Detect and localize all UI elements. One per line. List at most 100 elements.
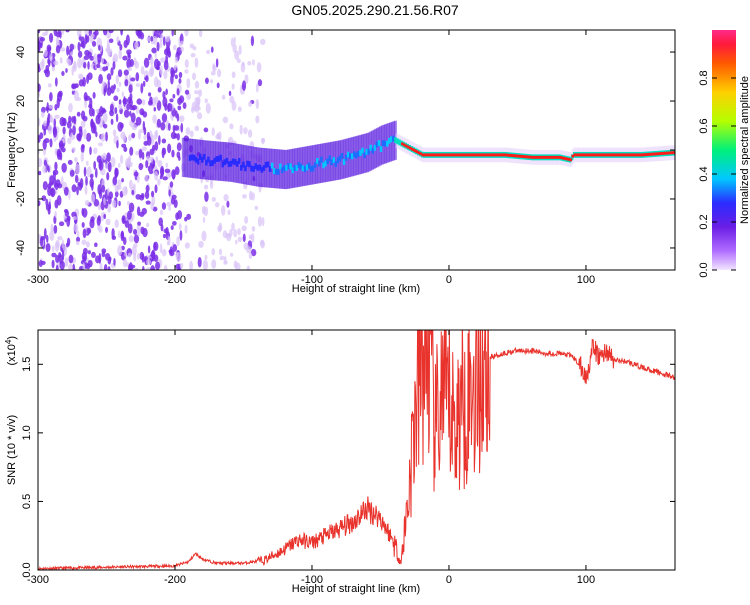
spectrogram-cell	[68, 102, 73, 113]
spectrogram-cell	[438, 153, 441, 157]
spectrogram-cell	[54, 161, 58, 171]
spectrogram-cell	[117, 162, 121, 168]
spectrogram-cell	[136, 252, 140, 260]
spectrogram-cell	[112, 129, 117, 137]
spectrogram-cell	[73, 60, 77, 69]
spectrogram-cell	[641, 153, 644, 157]
spectrogram-cell	[190, 52, 196, 58]
spectrogram-cell	[189, 260, 193, 270]
spectrogram-cell	[46, 44, 52, 52]
spectrogram-cell	[643, 153, 646, 157]
spectrogram-cell	[222, 116, 229, 124]
spectrogram-cell	[219, 141, 223, 181]
spectrogram-cell	[57, 235, 63, 241]
spectrogram-cell	[90, 216, 95, 223]
spectrogram-cell	[131, 104, 138, 111]
spectrogram-cell	[464, 153, 468, 157]
spectrogram-cell	[74, 83, 79, 89]
colorbar-tick-label: 0.2	[698, 214, 710, 229]
spectrogram-cell	[171, 30, 174, 37]
spectrogram-cell	[257, 79, 263, 87]
spectrogram-cell	[174, 56, 178, 64]
spectrogram-cell	[237, 236, 243, 243]
spectrogram-cell	[88, 104, 93, 109]
spectrogram-cell	[651, 152, 655, 156]
spectrogram-cell	[394, 137, 397, 144]
spectrogram-cell	[173, 44, 177, 51]
spectrogram-cell	[616, 153, 620, 157]
spectrogram-cell	[114, 219, 119, 228]
spectrogram-cell	[388, 137, 391, 144]
spectrogram-cell	[142, 265, 145, 270]
spectrogram-cell	[121, 143, 127, 148]
spectrogram-cell	[448, 153, 451, 157]
spectrogram-cell	[158, 135, 161, 146]
spectrogram-cell	[375, 128, 379, 168]
spectrogram-cell	[202, 216, 206, 224]
spectrogram-cell	[203, 153, 206, 160]
spectrogram-cell	[133, 234, 140, 244]
spectrogram-cell	[151, 249, 156, 259]
spectrogram-cell	[156, 118, 161, 128]
spectrogram-cell	[105, 131, 108, 142]
spectrogram-cell	[659, 152, 663, 155]
spectrogram-cell	[53, 60, 59, 66]
spectrogram-cell	[128, 235, 135, 243]
spectrogram-cell	[167, 143, 172, 154]
spectrogram-cell	[546, 155, 550, 159]
spectrogram-cell	[385, 140, 389, 147]
spectrogram-cell	[55, 264, 59, 270]
spectrogram-cell	[233, 158, 237, 165]
spectrogram-cell	[60, 47, 66, 52]
spectrogram-cell	[234, 50, 240, 61]
spectrogram-cell	[145, 160, 149, 169]
spectrogram-cell	[136, 224, 141, 231]
spectrogram-cell	[65, 68, 68, 73]
spectrogram-cell	[147, 100, 153, 106]
spectrogram-cell	[142, 80, 146, 87]
spectrogram-cell	[59, 31, 62, 39]
spectrogram-cell	[165, 162, 169, 168]
spectrogram-cell	[156, 60, 161, 67]
spectrogram-cell	[149, 56, 154, 66]
spectrogram-cell	[89, 146, 92, 156]
spectrogram-cell	[136, 98, 143, 105]
spectrogram-cell	[236, 58, 241, 64]
spectrogram-cell	[379, 126, 383, 166]
spectrogram-cell	[251, 225, 256, 232]
snr-series-line	[38, 330, 675, 570]
spectrogram-cell	[252, 165, 255, 172]
spectrogram-cell	[152, 114, 157, 124]
spectrogram-cell	[396, 138, 399, 145]
spectrogram-cell	[82, 144, 85, 149]
spectrogram-cell	[159, 209, 163, 216]
spectrogram-cell	[244, 145, 248, 185]
spectrogram-cell	[95, 131, 98, 138]
spectrogram-cell	[126, 200, 130, 206]
spectrogram-cell	[186, 213, 192, 220]
spectrogram-cell	[167, 102, 173, 112]
spectrogram-cell	[272, 168, 276, 174]
spectrogram-cell	[48, 32, 54, 43]
spectrogram-cell	[181, 137, 185, 177]
spectrogram-cell	[117, 121, 123, 132]
spectrogram-cell	[82, 262, 86, 270]
spectrogram-cell	[159, 243, 163, 254]
spectrogram-cell	[73, 223, 79, 233]
spectrogram-cell	[179, 230, 183, 241]
spectrogram-cell	[221, 94, 226, 100]
spectrogram-cell	[123, 109, 130, 118]
spectrogram-cell	[440, 153, 443, 157]
spectrogram-cell	[225, 157, 229, 164]
spectrogram-cell	[602, 153, 605, 157]
spectrogram-cell	[359, 149, 362, 156]
spectrogram-cell	[46, 234, 49, 243]
spectrogram-cell	[608, 153, 612, 157]
spectrogram-cell	[81, 207, 85, 216]
spectrogram-cell	[487, 153, 490, 157]
spectrogram-cell	[97, 54, 102, 63]
spectrogram-cell	[122, 186, 128, 197]
spectrogram-cell	[166, 201, 172, 207]
spectrogram-cell	[242, 233, 246, 243]
spectrogram-cell	[134, 41, 139, 50]
